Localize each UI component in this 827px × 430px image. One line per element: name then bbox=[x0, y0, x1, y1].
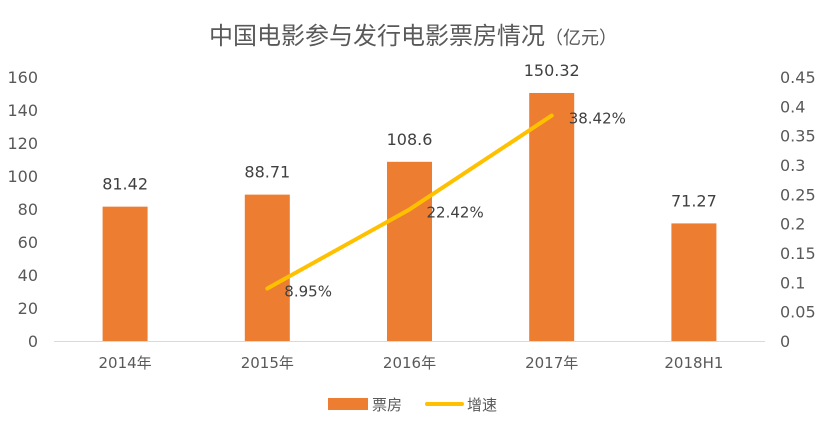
bar bbox=[387, 161, 432, 341]
legend-label-line: 增速 bbox=[467, 396, 497, 414]
y-right-tick-label: 0.05 bbox=[780, 303, 816, 322]
x-tick-label: 2015年 bbox=[241, 354, 294, 372]
x-tick-label: 2018H1 bbox=[664, 354, 723, 372]
y-right-tick-label: 0.2 bbox=[780, 215, 805, 234]
bar bbox=[671, 223, 717, 341]
y-right-tick-label: 0.4 bbox=[780, 97, 805, 116]
chart-title-unit: （亿元） bbox=[545, 28, 617, 49]
bar bbox=[244, 194, 290, 341]
line-series bbox=[265, 113, 554, 291]
legend-swatch-bar bbox=[328, 398, 368, 410]
x-tick-label: 2017年 bbox=[525, 354, 578, 372]
bar-value-label: 71.27 bbox=[671, 191, 717, 210]
x-tick-label: 2016年 bbox=[383, 354, 436, 372]
y-left-tick-label: 100 bbox=[7, 167, 38, 186]
bar-value-label: 81.42 bbox=[102, 175, 148, 194]
y-right-tick-label: 0 bbox=[780, 332, 790, 351]
y-right-tick-label: 0.15 bbox=[780, 244, 816, 263]
line-value-label: 22.42% bbox=[427, 203, 484, 221]
y-left-tick-label: 120 bbox=[7, 134, 38, 153]
x-axis: 2014年 2015年 2016年 2017年 2018H1 bbox=[54, 341, 765, 372]
bar-value-label: 88.71 bbox=[244, 163, 290, 182]
bar-series bbox=[102, 92, 717, 341]
bar-value-label: 108.6 bbox=[387, 130, 433, 149]
y-left-tick-label: 140 bbox=[7, 101, 38, 120]
x-tick-label: 2014年 bbox=[99, 354, 152, 372]
chart-title: 中国电影参与发行电影票房情况（亿元） bbox=[209, 22, 617, 50]
left-axis: 0 20 40 60 80 100 120 140 160 bbox=[7, 68, 38, 351]
y-right-tick-label: 0.3 bbox=[780, 156, 805, 175]
y-right-tick-label: 0.35 bbox=[780, 127, 816, 146]
bar bbox=[102, 206, 148, 341]
right-axis: 0 0.05 0.1 0.15 0.2 0.25 0.3 0.35 0.4 0.45 bbox=[780, 68, 816, 351]
bar bbox=[529, 92, 575, 341]
y-left-tick-label: 60 bbox=[18, 233, 38, 252]
y-left-tick-label: 160 bbox=[7, 68, 38, 87]
line-value-label: 38.42% bbox=[569, 110, 626, 128]
y-left-tick-label: 80 bbox=[18, 200, 38, 219]
y-right-tick-label: 0.45 bbox=[780, 68, 816, 87]
chart-title-main: 中国电影参与发行电影票房情况 bbox=[209, 22, 545, 50]
legend-label-bar: 票房 bbox=[372, 396, 402, 414]
y-right-tick-label: 0.25 bbox=[780, 185, 816, 204]
y-left-tick-label: 0 bbox=[28, 332, 38, 351]
data-labels: 81.42 88.71 108.6 150.32 71.27 8.95% 22.42% 38.… bbox=[102, 61, 717, 301]
y-right-tick-label: 0.1 bbox=[780, 273, 805, 292]
bar-value-label: 150.32 bbox=[524, 61, 580, 80]
y-left-tick-label: 40 bbox=[18, 266, 38, 285]
y-left-tick-label: 20 bbox=[18, 299, 38, 318]
line-value-label: 8.95% bbox=[284, 282, 332, 300]
legend: 票房 增速 bbox=[328, 396, 497, 414]
